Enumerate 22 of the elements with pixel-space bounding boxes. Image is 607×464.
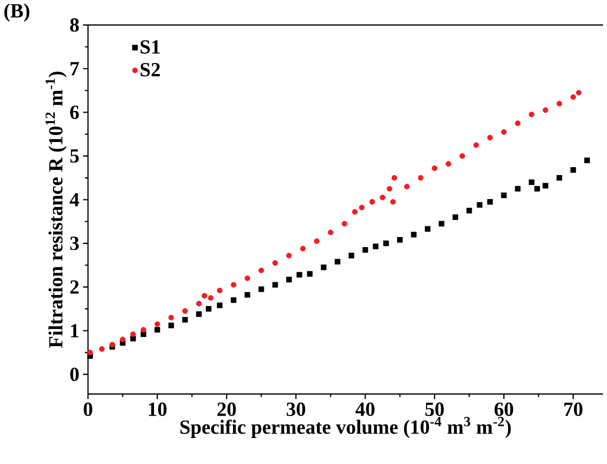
y-axis-title: Filtration resistance R (10$^{12}$ m$^{-1}$) — [46, 72, 67, 348]
y-tick-label: 5 — [70, 149, 79, 163]
x-tick-label: 40 — [356, 402, 374, 416]
x-tick-label: 50 — [425, 402, 444, 416]
x-tick-label: 0 — [84, 402, 92, 416]
y-tick-label: 3 — [70, 236, 79, 250]
y-tick-label: 0 — [70, 368, 79, 382]
y-tick-label: 6 — [70, 106, 79, 120]
legend-label: S2 — [140, 63, 160, 76]
x-tick-label: 60 — [494, 402, 514, 416]
x-tick-label: 10 — [148, 402, 167, 416]
x-tick-label: 20 — [217, 402, 236, 416]
y-tick-label: 8 — [70, 18, 79, 32]
x-axis-title: Specific permeate volume (10$^{-4}$ m$^{3}$ m$^{-2}$) — [180, 416, 511, 438]
text: (B) — [4, 4, 30, 22]
y-tick-label: 7 — [70, 62, 79, 76]
y-tick-label: 4 — [70, 193, 80, 206]
y-tick-label: 2 — [70, 280, 79, 294]
legend-label: S1 — [140, 40, 160, 54]
y-tick-label: 1 — [71, 324, 78, 338]
x-tick-label: 30 — [286, 402, 306, 416]
x-tick-label: 70 — [564, 402, 582, 416]
